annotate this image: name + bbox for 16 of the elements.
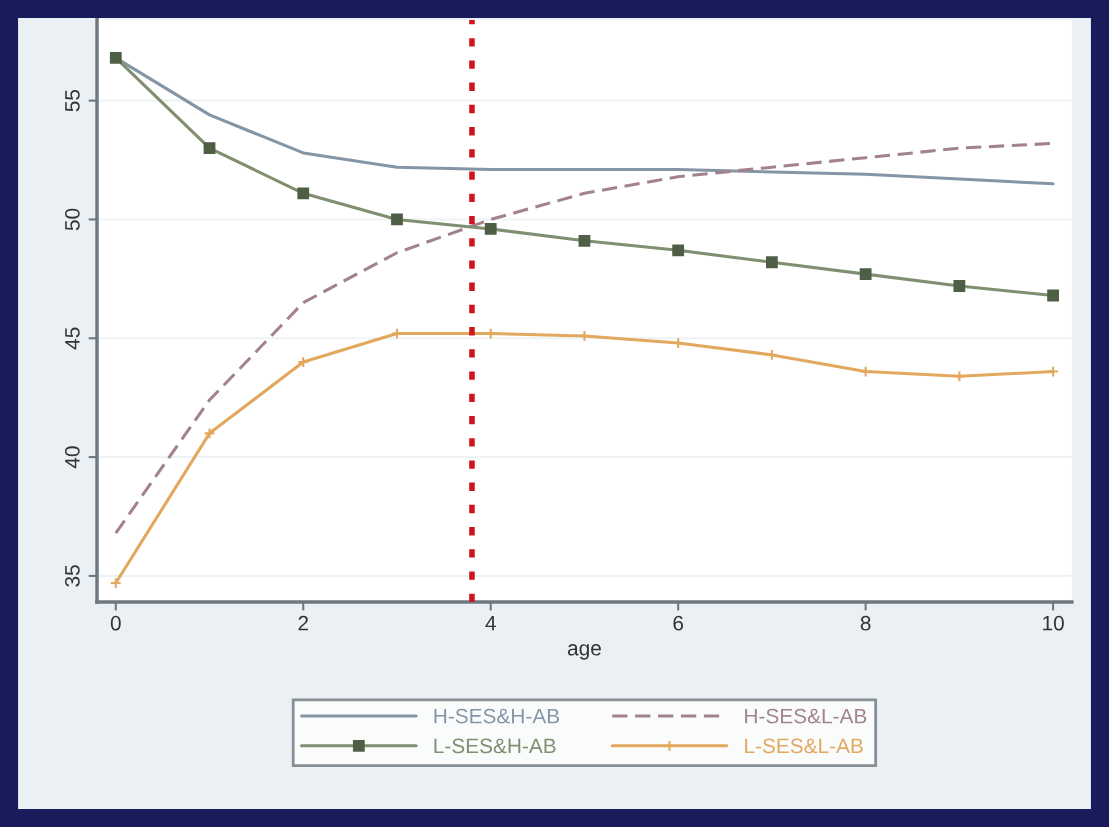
y-tick-label: 45 — [65, 327, 80, 350]
y-tick-label: 40 — [64, 446, 80, 469]
text: H-SES&L-AB — [745, 708, 867, 724]
x-tick-label: 10 — [1043, 615, 1064, 631]
x-tick-label: 8 — [860, 615, 871, 631]
y-tick-label: 50 — [64, 208, 80, 231]
x-tick-label: 6 — [673, 615, 684, 631]
x-axis-title: age — [567, 644, 601, 660]
y-tick-label: 55 — [65, 89, 80, 112]
y-tick-label: 35 — [64, 565, 80, 587]
x-tick-label: 0 — [110, 615, 121, 631]
text: L-SES&L-AB — [745, 738, 863, 754]
text: H-SES&H-AB — [434, 708, 560, 724]
x-tick-label: 4 — [485, 616, 496, 631]
text: L-SES&H-AB — [434, 738, 556, 754]
x-tick-label: 2 — [298, 615, 308, 631]
